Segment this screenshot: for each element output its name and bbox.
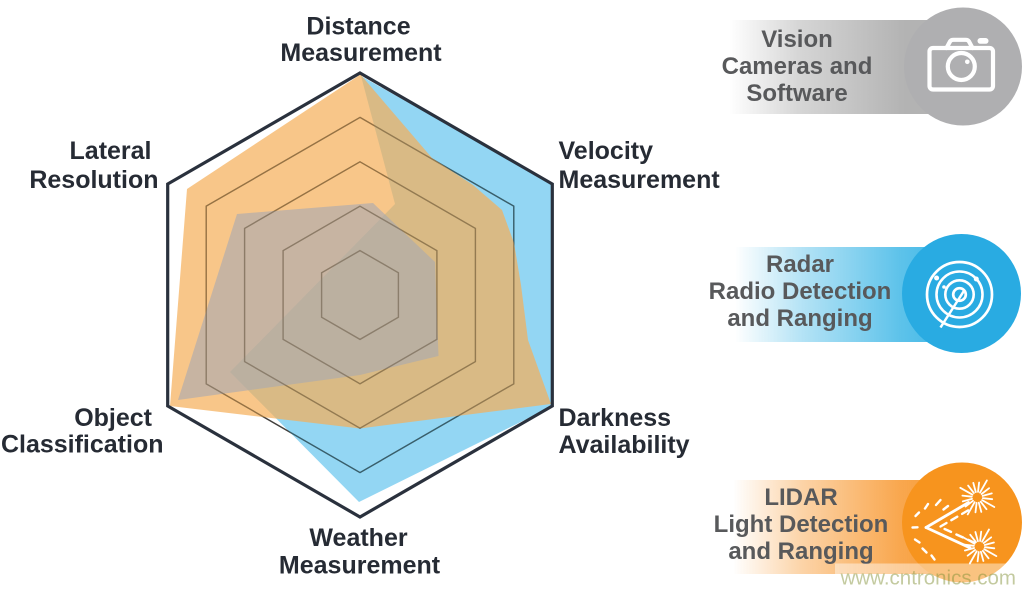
- svg-text:Velocity: Velocity: [559, 137, 654, 165]
- svg-text:and Ranging: and Ranging: [727, 305, 872, 332]
- svg-text:Measurement: Measurement: [280, 39, 442, 67]
- svg-text:Cameras and: Cameras and: [722, 53, 873, 80]
- svg-text:Radar: Radar: [766, 251, 834, 278]
- svg-text:Radio Detection: Radio Detection: [709, 278, 892, 305]
- svg-text:and Ranging: and Ranging: [728, 538, 873, 565]
- svg-text:Distance: Distance: [306, 13, 410, 41]
- svg-text:Vision: Vision: [761, 26, 833, 53]
- svg-text:Availability: Availability: [559, 431, 690, 459]
- svg-text:Light Detection: Light Detection: [714, 511, 889, 538]
- svg-text:Object: Object: [74, 404, 152, 432]
- svg-text:Darkness: Darkness: [559, 404, 672, 432]
- svg-text:Measurement: Measurement: [279, 552, 441, 580]
- svg-text:LIDAR: LIDAR: [764, 484, 837, 511]
- svg-text:Measurement: Measurement: [559, 166, 721, 194]
- svg-text:Software: Software: [746, 80, 847, 107]
- svg-text:Lateral: Lateral: [70, 137, 152, 165]
- svg-text:Weather: Weather: [309, 524, 407, 552]
- svg-text:Classification: Classification: [1, 431, 164, 459]
- svg-text:Resolution: Resolution: [29, 166, 158, 194]
- svg-text:www.cntronics.com: www.cntronics.com: [840, 567, 1016, 590]
